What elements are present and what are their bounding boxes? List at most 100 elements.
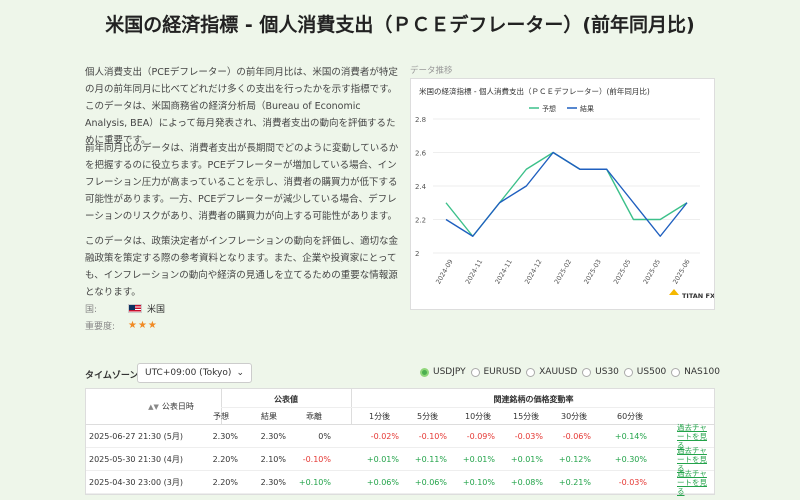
titanfx-logo-icon <box>669 289 679 295</box>
deviation-value: 0% <box>318 431 331 441</box>
deviation-value: +0.10% <box>298 477 331 487</box>
price-subheader: 10分後 <box>465 412 492 421</box>
sort-icon: ▲▼ <box>148 402 159 411</box>
radio-dot[interactable] <box>671 367 681 377</box>
symbol-radio-group: USDJPY EURUSD XAUUSD US30 US500 NAS100 <box>420 367 720 377</box>
y-tick-label: 2 <box>415 250 419 258</box>
radio-dot[interactable] <box>582 367 592 377</box>
table-row: 2025-06-27 21:30 (5月) 2.30% 2.30% 0% -0.02% -… <box>86 422 714 450</box>
us-flag-icon <box>128 304 142 313</box>
country-value: 米国 <box>147 305 166 315</box>
price-change-value: +0.06% <box>414 477 447 487</box>
chevron-down-icon: ⌄ <box>236 368 244 378</box>
country-row: 国: 米国 <box>85 302 165 315</box>
price-change-value: +0.01% <box>510 454 543 464</box>
symbol-radio-nas100[interactable]: NAS100 <box>671 367 720 377</box>
release-date: 2025-05-30 21:30 (4月) <box>89 454 183 464</box>
line-chart: 米国の経済指標 - 個人消費支出（ＰＣＥデフレーター）(前年同月比) 2 2.2 2.… <box>415 86 714 300</box>
radio-dot[interactable] <box>470 367 480 377</box>
symbol-radio-usdjpy[interactable]: USDJPY <box>420 367 466 377</box>
importance-row: 重要度: ★★★ <box>85 319 158 332</box>
price-change-value: +0.08% <box>510 477 543 487</box>
forecast-value: 2.20% <box>212 454 238 464</box>
price-subheader: 15分後 <box>513 412 540 421</box>
price-change-value: +0.11% <box>414 454 447 464</box>
price-change-value: +0.21% <box>558 477 591 487</box>
price-change-value: -0.09% <box>466 431 495 441</box>
price-change-value: +0.14% <box>614 431 647 441</box>
symbol-label: XAUUSD <box>539 367 578 377</box>
price-change-value: -0.03% <box>618 477 647 487</box>
price-change-value: -0.06% <box>562 431 591 441</box>
timezone-select[interactable]: UTC+09:00 (Tokyo) ⌄ <box>137 363 252 383</box>
radio-dot[interactable] <box>526 367 536 377</box>
y-tick-label: 2.2 <box>415 217 426 225</box>
chart-title: 米国の経済指標 - 個人消費支出（ＰＣＥデフレーター）(前年同月比) <box>419 86 650 96</box>
series-line <box>445 151 688 237</box>
importance-label: 重要度: <box>85 322 116 332</box>
symbol-radio-us30[interactable]: US30 <box>582 367 619 377</box>
timezone-value: UTC+09:00 (Tokyo) <box>145 368 232 378</box>
table-header: ▲▼ 公表日時 公表値 関連銘柄の価格変動率 予想 結果 乖離 1分後 5分後 10分後 1… <box>86 389 714 425</box>
price-subheader: 5分後 <box>417 412 439 421</box>
importance-stars-icon: ★★★ <box>128 320 158 331</box>
past-chart-link[interactable]: 過去チャートを見る <box>677 422 707 450</box>
y-tick-label: 2.4 <box>415 183 427 191</box>
table-row: 2025-05-30 21:30 (4月) 2.20% 2.10% -0.10% +0.… <box>86 445 714 473</box>
published-subheader: 予想 <box>213 412 229 421</box>
radio-dot[interactable] <box>420 367 429 377</box>
x-tick-label: 2024-12 <box>523 258 544 286</box>
price-change-value: -0.10% <box>418 431 447 441</box>
x-tick-label: 2024-09 <box>434 258 455 286</box>
x-tick-label: 2025-05 <box>612 258 633 286</box>
x-tick-label: 2024-11 <box>464 258 485 286</box>
symbol-radio-us500[interactable]: US500 <box>623 367 667 377</box>
y-tick-label: 2.8 <box>415 116 426 124</box>
published-subheader: 乖離 <box>306 412 322 421</box>
published-header: 公表値 <box>274 395 298 404</box>
x-tick-label: 2025-06 <box>671 258 692 286</box>
symbol-label: NAS100 <box>684 367 720 377</box>
release-date: 2025-06-27 21:30 (5月) <box>89 431 183 441</box>
description-paragraph-2: 前年同月比のデータは、消費者支出が長期間でどのように変動しているかを把握するのに… <box>85 143 399 222</box>
actual-value: 2.10% <box>260 454 286 464</box>
past-chart-link[interactable]: 過去チャートを見る <box>677 468 707 496</box>
symbol-label: US30 <box>595 367 619 377</box>
price-change-value: -0.02% <box>370 431 399 441</box>
chart-watermark: TITAN FX <box>682 292 714 300</box>
release-table: ▲▼ 公表日時 公表値 関連銘柄の価格変動率 予想 結果 乖離 1分後 5分後 10分後 1… <box>85 388 715 496</box>
chart-panel: 米国の経済指標 - 個人消費支出（ＰＣＥデフレーター）(前年同月比) 2 2.2 2.… <box>410 78 715 310</box>
past-chart-link[interactable]: 過去チャートを見る <box>677 445 707 473</box>
legend-label: 結果 <box>580 104 594 113</box>
release-date: 2025-04-30 23:00 (3月) <box>89 477 183 487</box>
published-subheader: 結果 <box>261 412 277 421</box>
price-change-value: +0.30% <box>614 454 647 464</box>
y-tick-label: 2.6 <box>415 150 427 158</box>
price-subheader: 1分後 <box>369 412 391 421</box>
price-subheader: 30分後 <box>561 412 588 421</box>
radio-dot[interactable] <box>623 367 633 377</box>
x-tick-label: 2025-05 <box>642 258 663 286</box>
price-subheader: 60分後 <box>617 412 644 421</box>
symbol-radio-eurusd[interactable]: EURUSD <box>470 367 521 377</box>
country-label: 国: <box>85 305 98 315</box>
x-tick-label: 2024-11 <box>493 258 514 286</box>
price-change-value: -0.03% <box>514 431 543 441</box>
description-paragraph-1: 個人消費支出（PCEデフレーター）の前年同月比は、米国の消費者が特定の月の前年同… <box>85 67 398 146</box>
table-row: 2025-04-30 23:00 (3月) 2.20% 2.30% +0.10% +0.… <box>86 468 714 496</box>
actual-value: 2.30% <box>260 431 286 441</box>
date-header[interactable]: ▲▼ 公表日時 <box>148 402 194 411</box>
price-change-header: 関連銘柄の価格変動率 <box>493 395 574 404</box>
symbol-label: US500 <box>636 367 667 377</box>
price-change-value: +0.01% <box>366 454 399 464</box>
actual-value: 2.30% <box>260 477 286 487</box>
legend-label: 予想 <box>542 104 556 113</box>
price-change-value: +0.01% <box>462 454 495 464</box>
price-change-value: +0.10% <box>462 477 495 487</box>
symbol-radio-xauusd[interactable]: XAUUSD <box>526 367 577 377</box>
timezone-label: タイムゾーン: <box>85 371 142 381</box>
forecast-value: 2.20% <box>212 477 238 487</box>
chart-caption: データ推移 <box>410 66 453 76</box>
x-tick-label: 2025-03 <box>582 258 603 286</box>
